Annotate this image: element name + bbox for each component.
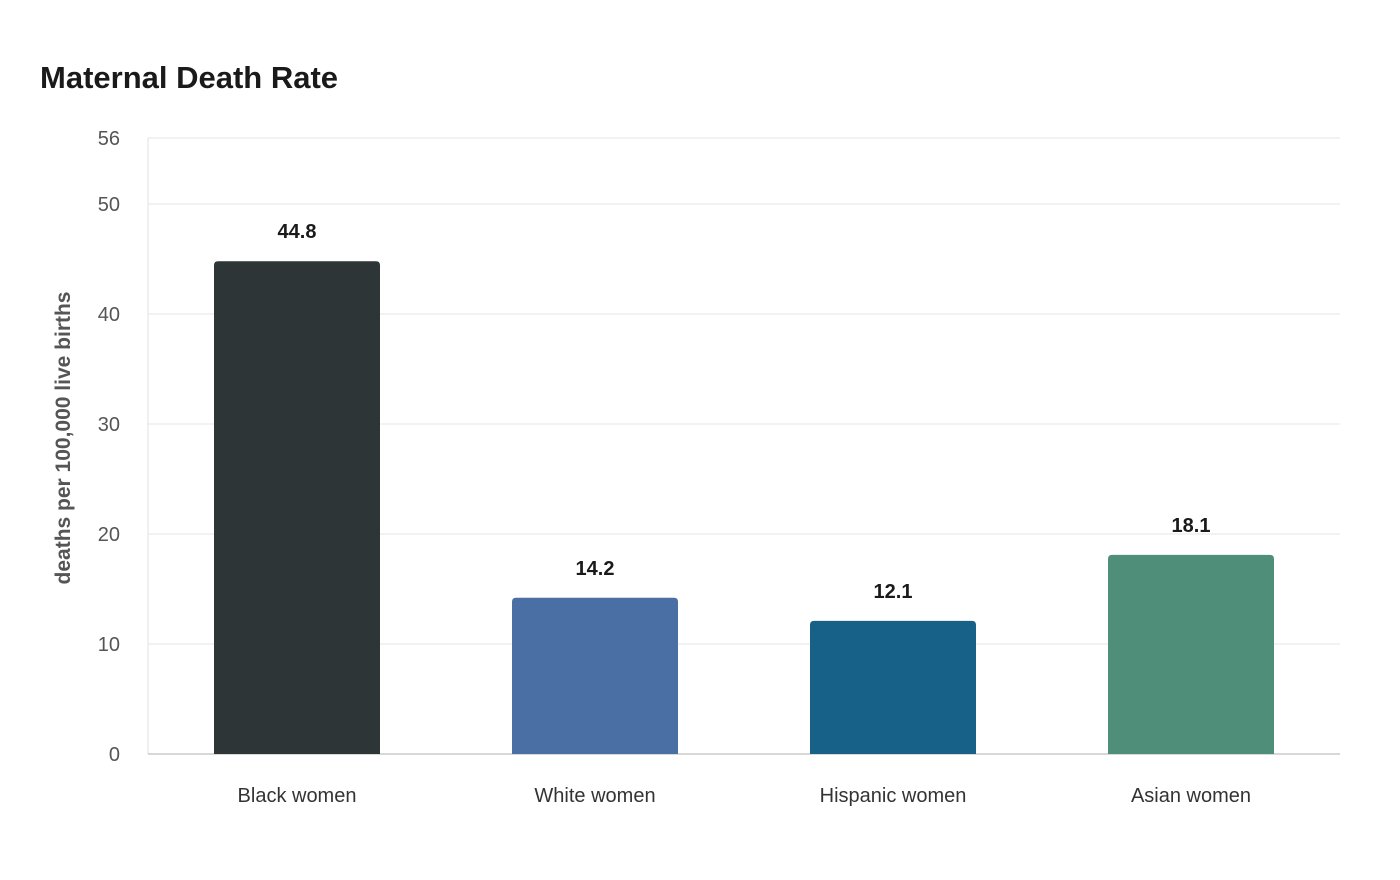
category-label: White women [534, 785, 655, 807]
data-label: 14.2 [576, 558, 615, 580]
data-label: 18.1 [1172, 515, 1211, 537]
y-tick-label: 10 [98, 634, 120, 656]
data-label: 12.1 [874, 581, 913, 603]
bar-hispanic-women [810, 620, 976, 754]
y-tick-label: 56 [98, 128, 120, 150]
y-tick-label: 20 [98, 524, 120, 546]
data-labels: 44.8 14.2 12.1 18.1 [278, 221, 1211, 603]
y-axis-title: deaths per 100,000 live births [52, 292, 75, 585]
bars [214, 261, 1274, 754]
bar-white-women [512, 597, 678, 754]
bar-asian-women [1108, 554, 1274, 754]
category-labels: Black women White women Hispanic women Asia… [238, 785, 1252, 807]
y-tick-label: 50 [98, 194, 120, 216]
bar-black-women [214, 261, 380, 754]
y-tick-label: 40 [98, 304, 120, 326]
y-axis-ticks: 0 10 20 30 40 50 56 [98, 128, 120, 766]
category-label: Asian women [1131, 785, 1251, 807]
category-label: Black women [238, 785, 357, 807]
category-label: Hispanic women [820, 785, 967, 807]
chart-title: Maternal Death Rate [40, 60, 339, 95]
y-tick-label: 0 [109, 744, 120, 766]
data-label: 44.8 [278, 221, 317, 243]
y-tick-label: 30 [98, 414, 120, 436]
